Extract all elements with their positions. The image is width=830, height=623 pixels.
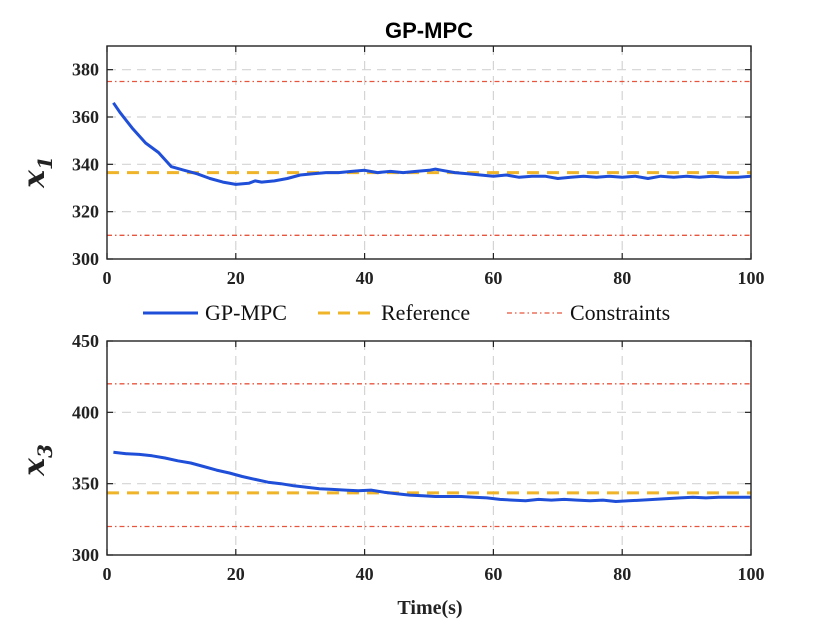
- legend-label-gp-mpc: GP-MPC: [205, 300, 287, 325]
- x-tick-label: 0: [103, 268, 112, 288]
- x-tick-label: 20: [227, 564, 245, 584]
- y-tick-label: 340: [72, 154, 99, 174]
- svg-text:x3: x3: [17, 444, 57, 477]
- y-tick-label: 350: [72, 474, 99, 494]
- y-tick-label: 360: [72, 107, 99, 127]
- series-gp-mpc-0: [113, 450, 751, 503]
- x-tick-label: 80: [613, 268, 631, 288]
- y-axis-label-top-sub: 1: [33, 156, 57, 170]
- y-axis-label-top: x1: [17, 156, 57, 189]
- panel-top: 0 20 40 60 80 100 300 320 340 360 380: [72, 45, 765, 288]
- legend-label-reference: Reference: [381, 300, 470, 325]
- y-tick-label: 300: [72, 249, 99, 269]
- y-tick-label: 450: [72, 331, 99, 351]
- legend-label-constraints: Constraints: [570, 300, 670, 325]
- y-tick-label: 300: [72, 545, 99, 565]
- y-axis-label-top-main: x: [17, 169, 52, 189]
- y-tick-label: 400: [72, 402, 99, 422]
- x-tick-label: 20: [227, 268, 245, 288]
- y-tick-label: 380: [72, 60, 99, 80]
- plot-area: [107, 341, 751, 555]
- x-tick-label: 100: [738, 564, 765, 584]
- x-axis-label: Time(s): [397, 597, 462, 619]
- y-tick-label: 320: [72, 202, 99, 222]
- x-tick-label: 80: [613, 564, 631, 584]
- series-gp-mpc-0: [112, 101, 752, 186]
- plot-area: [107, 46, 751, 259]
- plot-frame: [106, 45, 752, 260]
- chart-title: GP-MPC: [385, 18, 473, 43]
- x-tick-label: 100: [738, 268, 765, 288]
- plot-frame: [106, 340, 752, 556]
- legend: GP-MPC Reference Constraints: [143, 300, 670, 325]
- x-tick-label: 40: [356, 564, 374, 584]
- y-axis-label-bottom-sub: 3: [33, 444, 57, 458]
- y-axis-label-bottom: x3: [17, 444, 57, 477]
- x-tick-label: 0: [103, 564, 112, 584]
- x-tick-label: 60: [484, 564, 502, 584]
- y-axis-label-bottom-main: x: [17, 457, 52, 477]
- svg-text:x1: x1: [17, 156, 57, 189]
- x-tick-label: 40: [356, 268, 374, 288]
- panel-bottom: 0 20 40 60 80 100 300 350 400 450: [72, 331, 765, 584]
- x-tick-label: 60: [484, 268, 502, 288]
